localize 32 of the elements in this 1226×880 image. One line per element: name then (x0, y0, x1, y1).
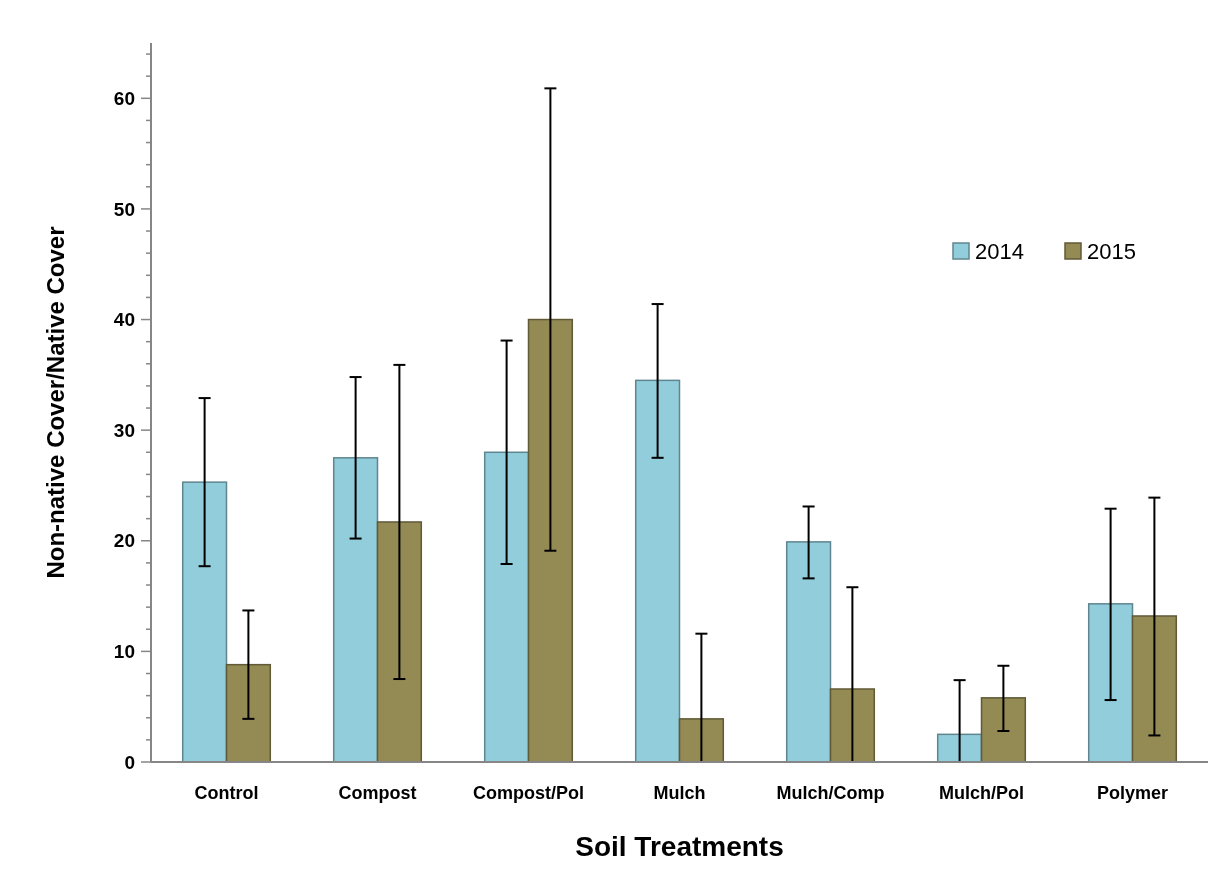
y-axis-title: Non-native Cover/Native Cover (42, 226, 69, 579)
y-tick-label: 50 (113, 198, 135, 220)
bar (527, 318, 574, 763)
legend-label: 2014 (975, 238, 1024, 264)
bar (829, 688, 876, 763)
x-tick-label: Control (194, 783, 259, 803)
bar (225, 663, 272, 763)
bar (483, 451, 530, 763)
bar (678, 718, 725, 763)
y-tick-label: 40 (113, 309, 135, 331)
bar (785, 541, 832, 763)
x-tick-label: Compost/Pol (473, 783, 584, 803)
x-axis-title: Soil Treatments (575, 831, 784, 862)
y-tick-label: 0 (124, 751, 135, 773)
bar (1131, 615, 1178, 763)
bar (634, 379, 681, 763)
y-tick-label: 10 (113, 641, 135, 663)
y-tick-label: 30 (113, 419, 135, 441)
legend-label: 2015 (1087, 238, 1136, 264)
bar (181, 481, 228, 763)
bar (936, 733, 983, 763)
x-tick-label: Mulch/Pol (939, 783, 1024, 803)
bar (980, 697, 1027, 763)
x-tick-label: Mulch/Comp (776, 783, 885, 803)
bar (332, 457, 379, 763)
y-tick-label: 60 (113, 87, 135, 109)
x-tick-label: Polymer (1096, 783, 1169, 803)
bar (376, 521, 423, 763)
bar (1087, 603, 1134, 763)
x-tick-label: Compost (338, 783, 417, 803)
y-tick-label: 20 (113, 530, 135, 552)
x-tick-label: Mulch (653, 783, 706, 803)
